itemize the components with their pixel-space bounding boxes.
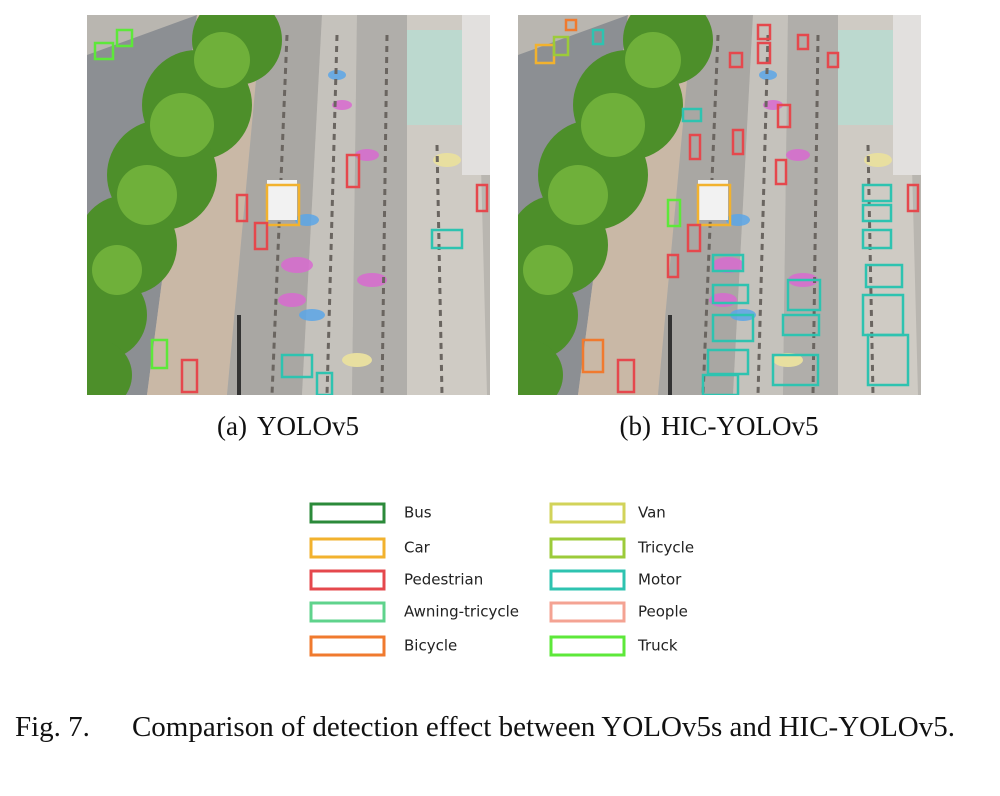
detection-box: [253, 221, 269, 251]
legend-swatch: [549, 537, 626, 559]
legend-swatch: [309, 601, 386, 623]
detection-box: [345, 153, 361, 189]
subcaption-title: YOLOv5: [257, 411, 359, 441]
detection-box: [581, 338, 605, 374]
legend-label: Awning-tricycle: [404, 603, 519, 621]
legend-label: Motor: [638, 571, 682, 589]
detection-box: [756, 23, 772, 41]
detection-box: [430, 228, 464, 250]
legend-swatch: [309, 569, 386, 591]
subcaption-label: (b): [620, 411, 651, 441]
legend-label: Car: [404, 539, 431, 557]
detection-box: [771, 353, 820, 387]
detection-box: [776, 103, 792, 129]
legend-label: Truck: [637, 637, 678, 655]
detection-box: [781, 313, 821, 337]
figure: (a) YOLOv5 (b) HIC-YOLOv5 Bus Car Pedestrian…: [87, 15, 921, 657]
legend-swatch: [309, 502, 386, 524]
caption: Fig. 7. Comparison of detection effect be…: [15, 708, 991, 746]
detection-box: [235, 193, 249, 223]
detection-box: [666, 198, 682, 228]
detection-box: [711, 283, 750, 305]
detection-box: [756, 41, 772, 65]
detection-box: [711, 253, 745, 273]
legend-label: Pedestrian: [404, 571, 483, 589]
subcaption-b: (b) HIC-YOLOv5: [620, 411, 819, 441]
detection-box: [686, 223, 702, 253]
subcaption-title: HIC-YOLOv5: [661, 411, 818, 441]
photo-yolov5: [87, 15, 490, 395]
legend: Bus Car Pedestrian Awning-tricycle Bicycle Va…: [309, 502, 694, 657]
detection-box: [826, 51, 840, 69]
legend-swatch: [549, 502, 626, 524]
legend-swatch: [309, 635, 386, 657]
detection-box: [666, 253, 680, 279]
legend-label: Bicycle: [404, 637, 457, 655]
detection-box: [861, 183, 893, 203]
detection-box: [796, 33, 810, 51]
detection-box: [861, 203, 893, 223]
legend-swatch: [549, 635, 626, 657]
detection-box: [280, 353, 314, 379]
legend-swatch: [549, 601, 626, 623]
detection-box: [786, 278, 822, 312]
detection-box: [681, 107, 703, 123]
detection-box: [731, 128, 745, 156]
detection-box: [696, 183, 732, 227]
detection-box: [728, 51, 744, 69]
detection-box: [866, 333, 910, 387]
detection-box: [315, 371, 334, 395]
detection-box: [93, 41, 115, 61]
legend-label: People: [638, 603, 688, 621]
detection-box: [906, 183, 920, 213]
detection-box: [475, 183, 489, 213]
detection-box: [701, 373, 740, 395]
legend-swatch: [309, 537, 386, 559]
legend-swatch: [549, 569, 626, 591]
legend-label: Bus: [404, 504, 432, 522]
detection-box: [150, 338, 169, 370]
detection-box: [688, 133, 702, 161]
subcaption-a: (a) YOLOv5: [217, 411, 359, 441]
caption-text: Comparison of detection effect between Y…: [131, 711, 955, 743]
legend-label: Tricycle: [637, 539, 694, 557]
detection-box: [864, 263, 904, 289]
detection-box: [564, 18, 578, 32]
detection-box: [616, 358, 636, 394]
detection-box: [711, 313, 755, 343]
detection-box: [591, 28, 605, 46]
detection-box: [552, 35, 570, 57]
subcaption-label: (a): [217, 411, 247, 441]
caption-label: Fig. 7.: [15, 711, 90, 743]
detection-box: [115, 28, 134, 48]
detection-box: [861, 228, 893, 250]
legend-label: Van: [638, 504, 666, 522]
detection-box: [265, 183, 301, 227]
detection-box: [774, 158, 788, 186]
detection-box: [180, 358, 199, 394]
photo-hic-yolov5: [518, 15, 921, 395]
